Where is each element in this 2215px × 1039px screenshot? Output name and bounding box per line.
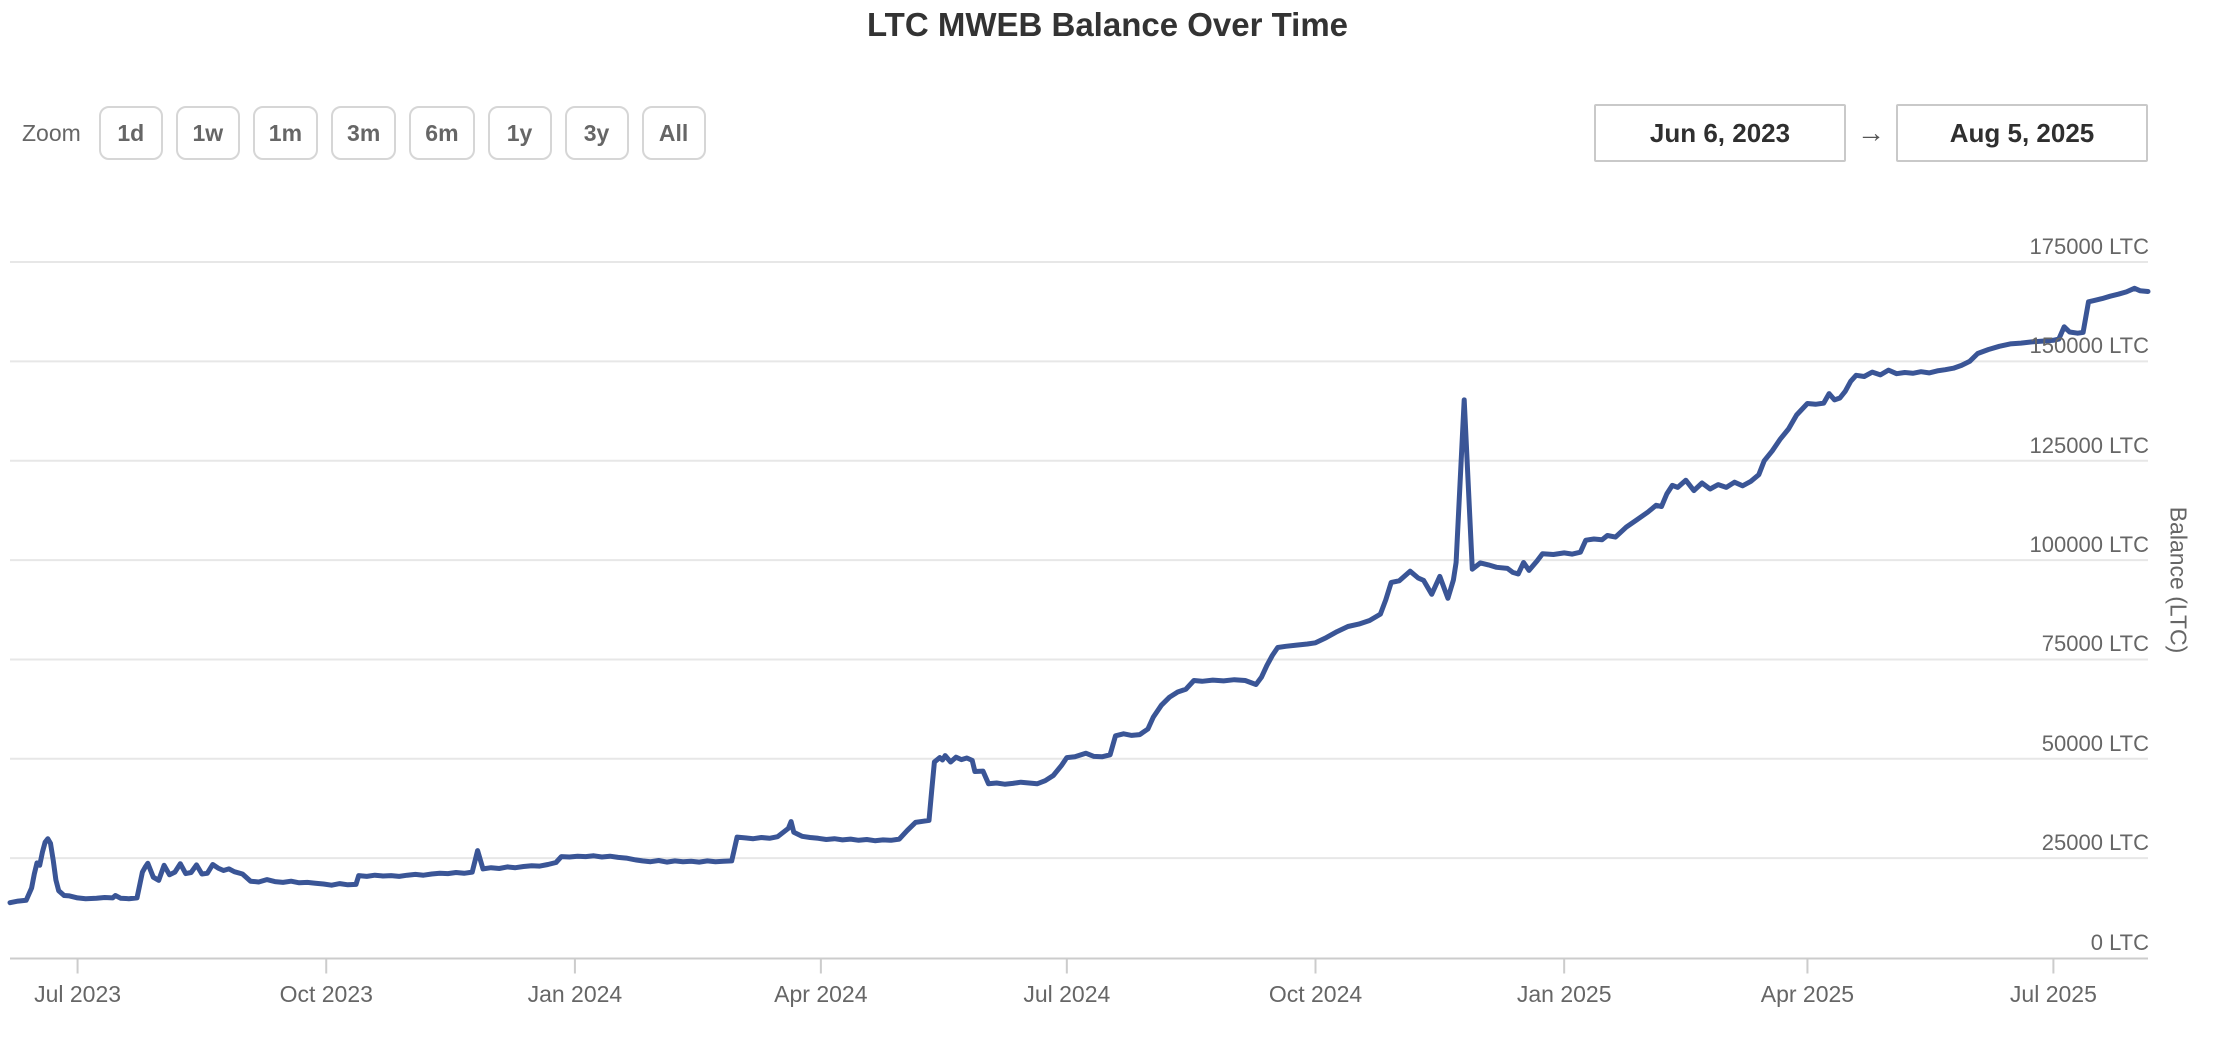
x-axis-label: Apr 2024 [774,981,868,1007]
y-axis-label: 150000 LTC [2029,333,2149,359]
zoom-button-1y[interactable]: 1y [487,106,552,160]
y-axis-label: 25000 LTC [2041,830,2149,856]
x-axis-label: Oct 2024 [1268,981,1363,1007]
y-axis-label: 0 LTC [2090,929,2149,955]
zoom-button-1w[interactable]: 1w [175,106,240,160]
arrow-right-icon: → [1857,117,1885,148]
y-axis-label: 125000 LTC [2029,432,2149,458]
range-selector-controls: Zoom 1d 1w 1m 3m 6m 1y 3y All Jun 6, 2023 → Aug… [0,104,2215,164]
balance-series-line [7,285,2151,906]
y-axis-label: 100000 LTC [2029,532,2149,558]
zoom-button-1d[interactable]: 1d [98,106,163,160]
zoom-button-6m[interactable]: 6m [409,106,475,160]
zoom-button-1m[interactable]: 1m [252,106,319,160]
zoom-button-3m[interactable]: 3m [331,106,397,160]
x-axis-label: Apr 2025 [1760,981,1855,1007]
y-axis-label: 50000 LTC [2041,730,2149,756]
x-axis-label: Oct 2023 [279,981,373,1007]
y-axis-title: Balance (LTC) [2165,506,2192,654]
zoom-button-3y[interactable]: 3y [564,106,629,160]
x-axis-label: Jan 2025 [1516,981,1612,1007]
zoom-button-all[interactable]: All [641,106,706,160]
x-axis-label: Jul 2024 [1023,981,1111,1007]
x-axis-label: Jul 2023 [34,981,122,1007]
date-range-selector: Jun 6, 2023 → Aug 5, 2025 [1594,104,2148,162]
y-axis-label: 175000 LTC [2029,234,2149,260]
zoom-button-group: Zoom 1d 1w 1m 3m 6m 1y 3y All [22,104,706,162]
x-axis-label: Jan 2024 [527,981,623,1007]
zoom-label: Zoom [22,119,81,146]
chart-title: LTC MWEB Balance Over Time [866,6,1349,43]
range-to-input[interactable]: Aug 5, 2025 [1896,104,2148,162]
range-from-input[interactable]: Jun 6, 2023 [1594,104,1846,162]
y-axis-label: 75000 LTC [2041,631,2149,657]
x-axis-label: Jul 2025 [2009,981,2097,1007]
